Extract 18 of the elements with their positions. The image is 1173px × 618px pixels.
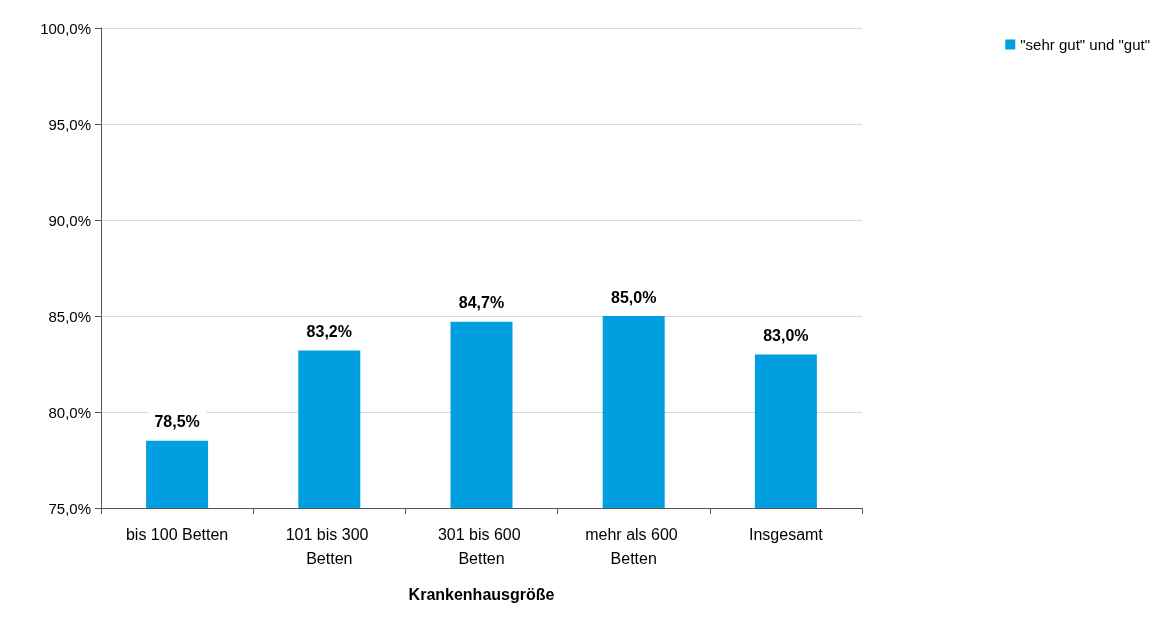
y-tick-label: 95,0%: [48, 115, 91, 133]
legend-label: "sehr gut" und "gut": [1020, 36, 1151, 53]
y-tick-label: 100,0%: [40, 19, 91, 37]
data-label: 83,2%: [306, 323, 352, 341]
x-axis-title: Krankenhausgröße: [408, 585, 555, 603]
x-tick-label: Insgesamt: [748, 525, 824, 543]
data-label: 83,0%: [763, 326, 809, 344]
data-label: 84,7%: [458, 294, 505, 312]
x-tick-label: 301 bis 600 Betten: [437, 525, 526, 567]
y-tick-label: 75,0%: [48, 499, 91, 517]
y-tick-label: 85,0%: [48, 307, 91, 325]
data-label: 85,0%: [611, 288, 657, 306]
x-tick-label: 101 bis 300 Betten: [285, 525, 373, 567]
data-label: 78,5%: [154, 413, 200, 431]
x-tick-label: bis 100 Betten: [125, 525, 229, 543]
y-tick-label: 80,0%: [48, 403, 91, 421]
y-tick-label: 90,0%: [48, 211, 91, 229]
x-tick-label: mehr als 600 Betten: [585, 525, 683, 567]
